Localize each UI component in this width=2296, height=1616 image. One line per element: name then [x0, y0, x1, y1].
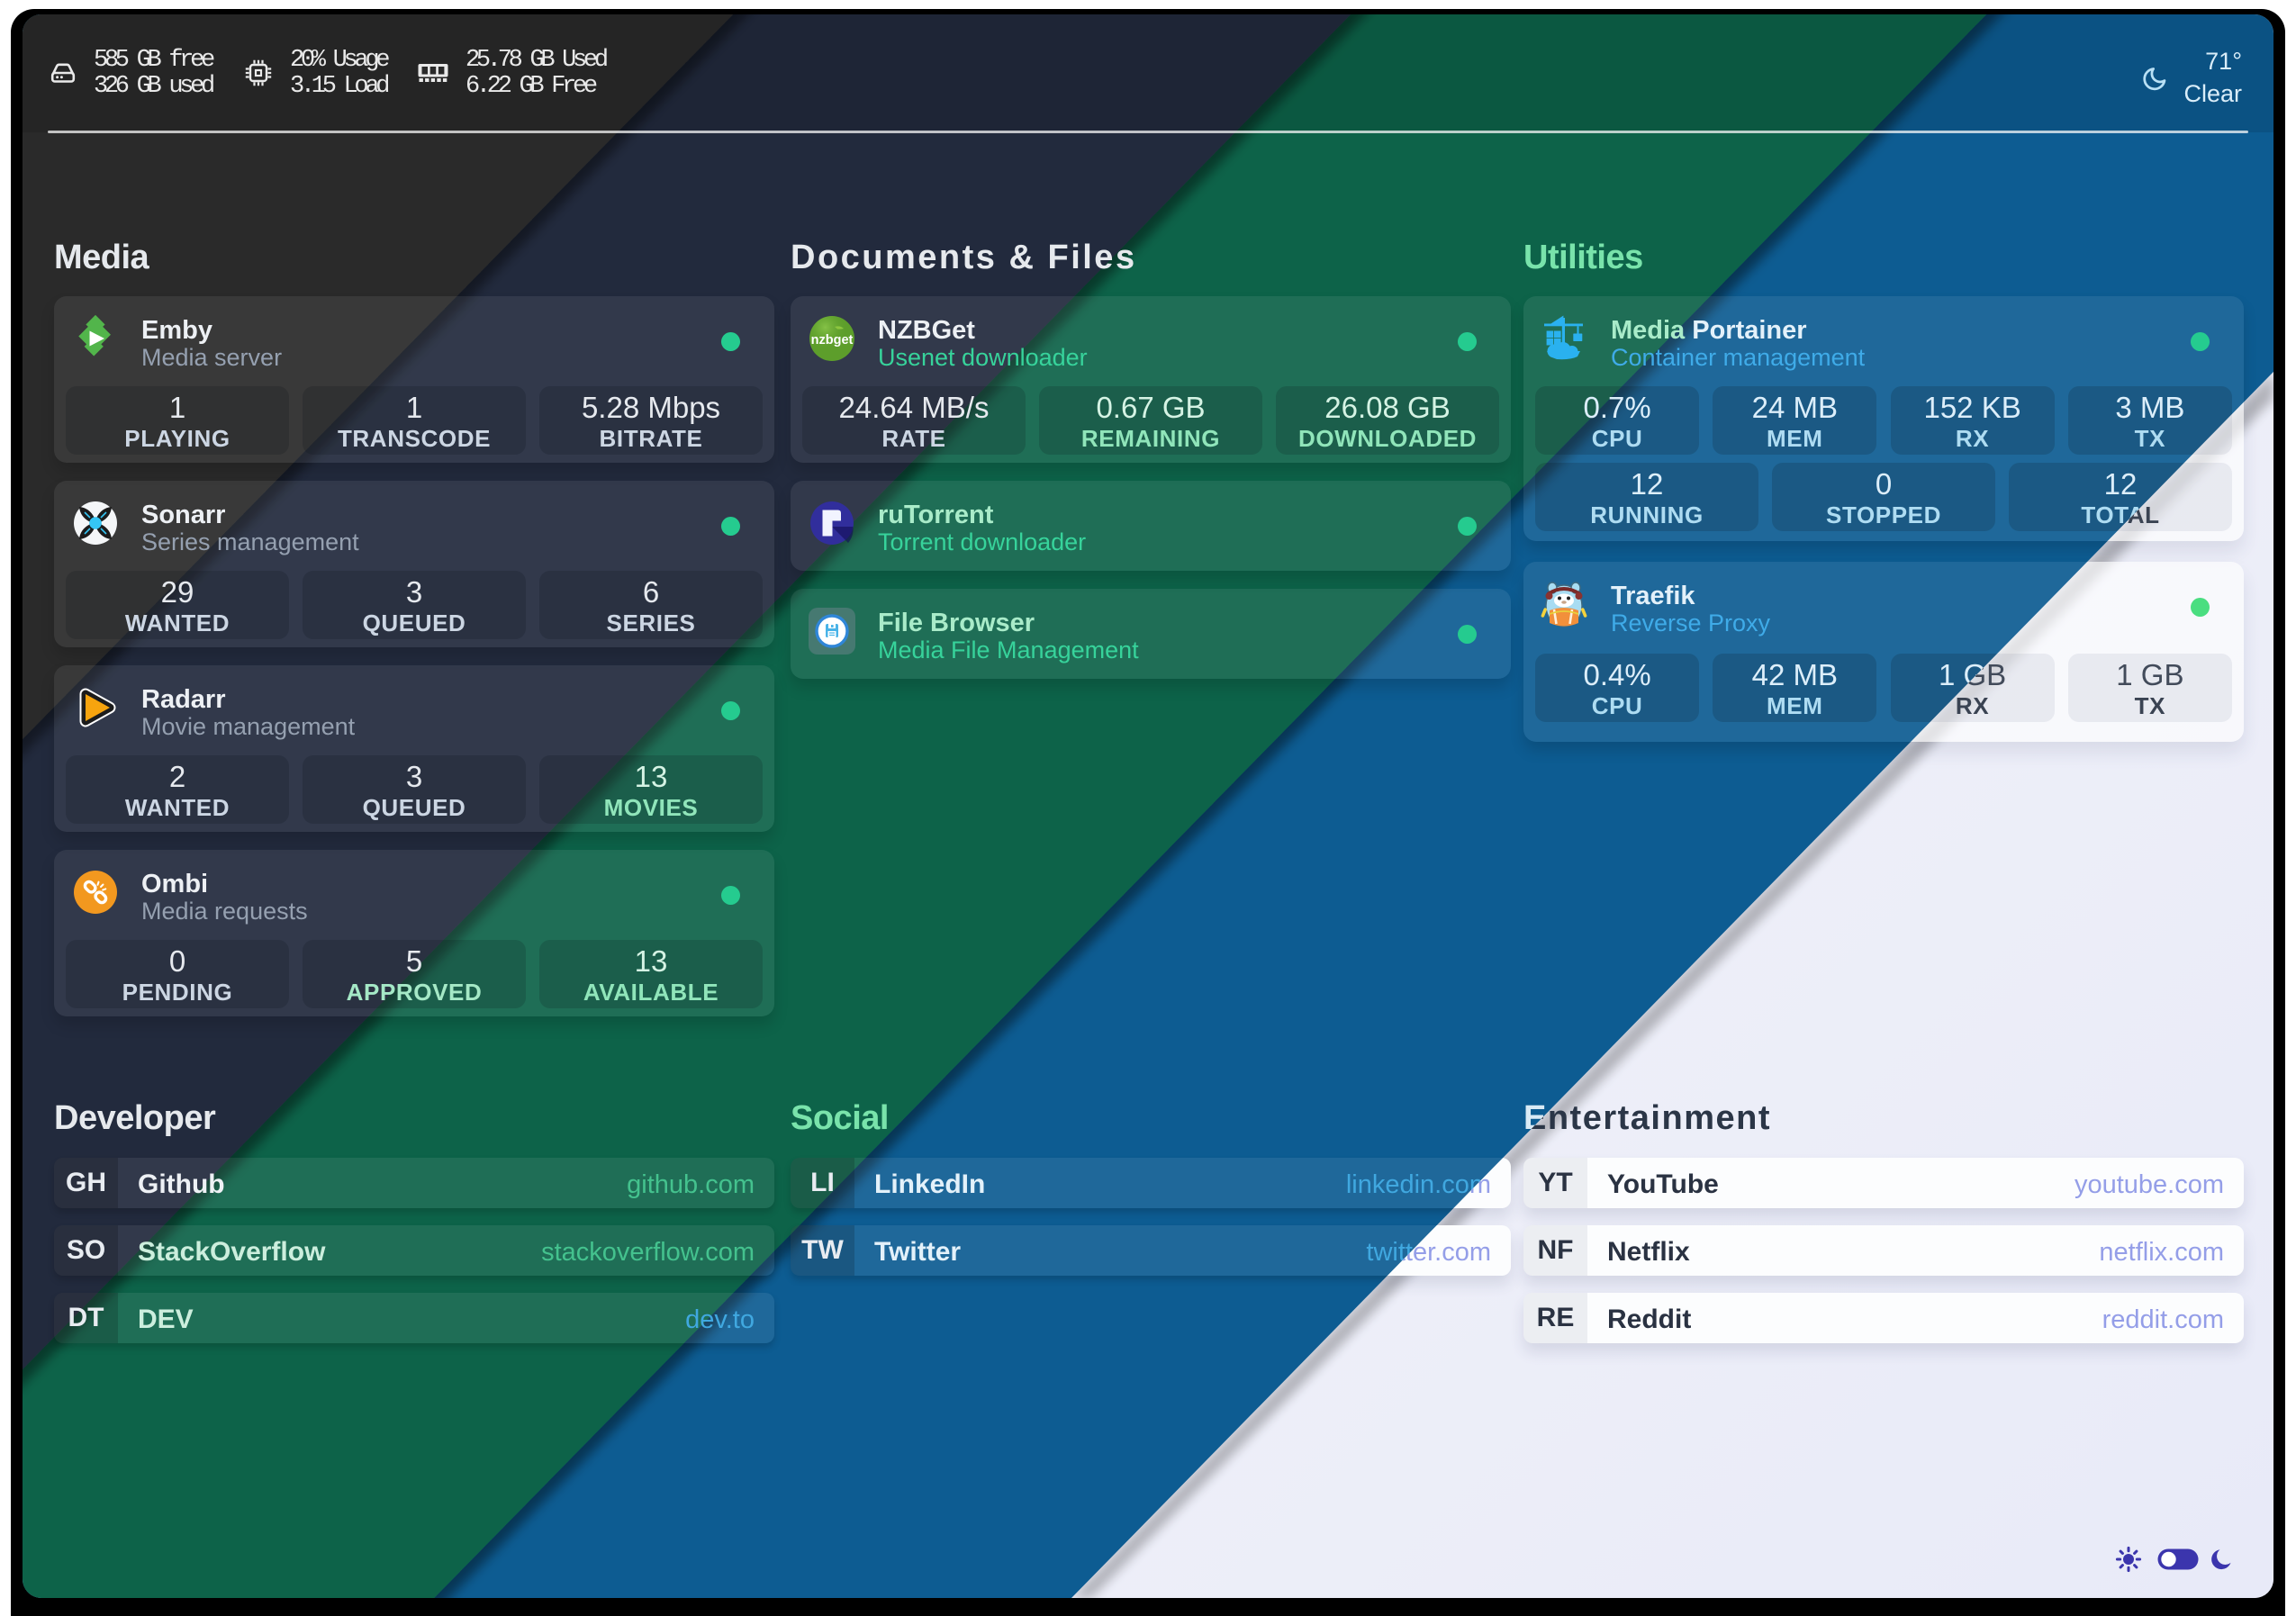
- svg-text:nzbget: nzbget: [811, 333, 854, 348]
